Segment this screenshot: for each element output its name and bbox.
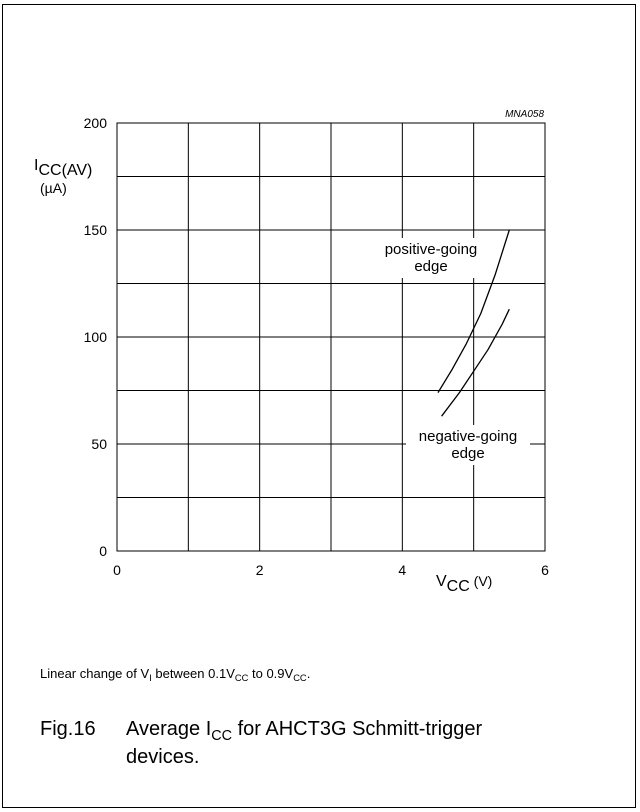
figure-number: Fig.16 xyxy=(40,718,96,740)
footnote-text-2: between 0.1V xyxy=(151,666,235,681)
chart: 0 2 4 6 0 50 100 150 200 MNA058 ICC(AV)(µA) VCC (V)… xyxy=(34,109,549,595)
y-axis-unit: (µA) xyxy=(40,180,67,196)
x-axis-label: VCC (V) xyxy=(436,573,492,595)
figure-title: Average ICC for AHCT3G Schmitt-trigger d… xyxy=(126,716,546,770)
footnote: Linear change of VI between 0.1VCC to 0.… xyxy=(40,666,311,684)
figure-caption: Fig.16 Average ICC for AHCT3G Schmitt-tri… xyxy=(40,716,560,770)
caption-text-2: for AHCT3G Schmitt-trigger devices. xyxy=(126,718,483,768)
caption-text: Average I xyxy=(126,718,212,740)
negative-going-label: edge xyxy=(451,445,484,462)
positive-going-curve xyxy=(437,229,510,393)
y-tick-label: 150 xyxy=(84,222,108,238)
footnote-sub-i: I xyxy=(149,673,152,684)
footnote-sub-cc: CC xyxy=(234,673,249,684)
positive-going-label: edge xyxy=(414,258,447,275)
x-tick-label: 0 xyxy=(113,562,121,578)
y-tick-label: 200 xyxy=(84,115,108,131)
y-tick-label: 100 xyxy=(84,329,108,345)
x-tick-label: 4 xyxy=(398,562,406,578)
chart-code: MNA058 xyxy=(505,109,544,120)
y-tick-label: 50 xyxy=(91,436,107,452)
footnote-sub-cc-2: CC xyxy=(293,673,307,684)
positive-going-label: positive-going xyxy=(385,241,478,258)
caption-sub: CC xyxy=(211,728,233,745)
x-tick-label: 6 xyxy=(541,562,549,578)
positive-label-bg xyxy=(369,238,493,278)
x-tick-label: 2 xyxy=(256,562,264,578)
footnote-text-3: to 0.9V xyxy=(248,666,294,681)
footnote-text: Linear change of V xyxy=(40,666,150,681)
y-axis-label: ICC(AV) xyxy=(34,157,92,179)
negative-going-label: negative-going xyxy=(419,428,517,445)
footnote-end: . xyxy=(306,666,311,681)
negative-going-curve xyxy=(441,308,510,417)
figure-frame xyxy=(2,4,636,808)
y-tick-label: 0 xyxy=(99,543,107,559)
negative-label-bg xyxy=(406,425,530,465)
